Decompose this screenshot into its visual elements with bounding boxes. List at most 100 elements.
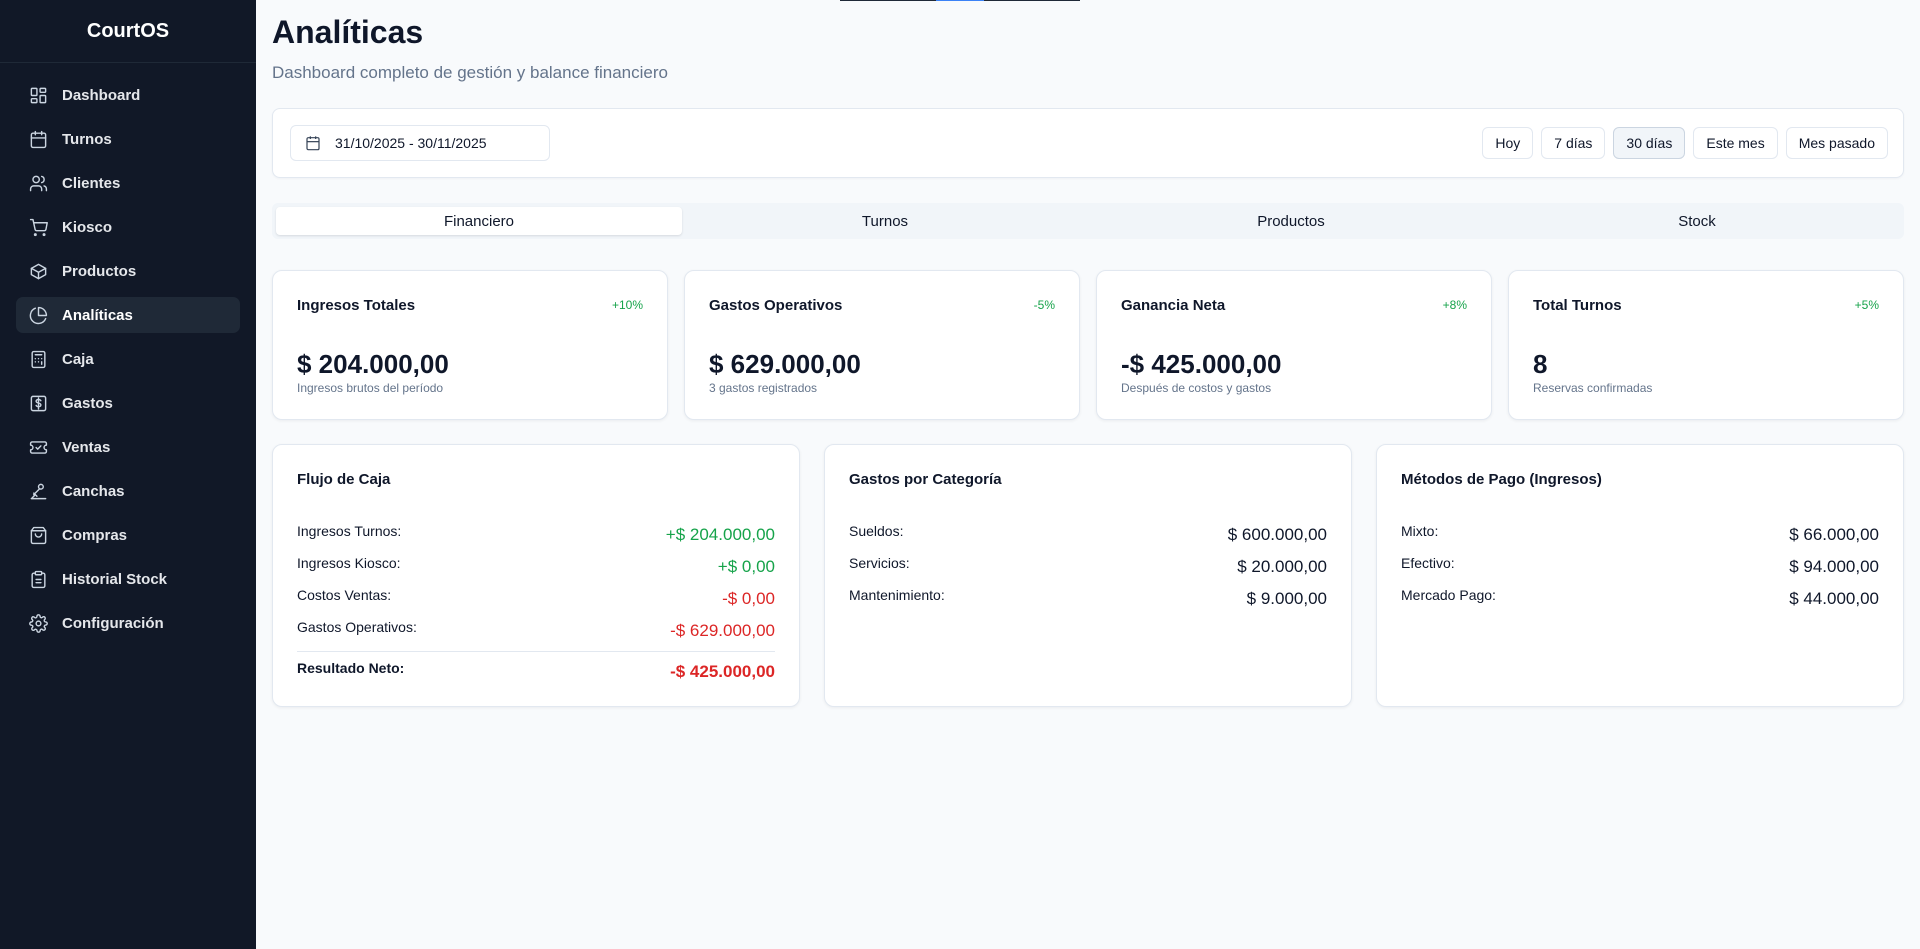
row-label: Costos Ventas: [297,587,392,603]
row-value: +$ 204.000,00 [665,525,775,544]
sidebar-item-label: Historial Stock [62,570,168,588]
sidebar-item-configuracion[interactable]: Configuración [16,605,240,641]
dashboard-icon [28,85,48,105]
calendar-icon [306,136,320,151]
kpi-description: Después de costos y gastos [1121,381,1272,395]
row-value: -$ 629.000,00 [670,621,775,640]
list-item: Mercado Pago: $ 44.000,00 [1401,587,1879,619]
row-label: Sueldos: [849,523,904,539]
ticket-icon [28,437,48,457]
kpi-title: Total Turnos [1533,297,1622,314]
page-title: Analíticas [272,14,424,50]
sidebar-item-dashboard[interactable]: Dashboard [16,77,240,113]
sidebar-nav: Dashboard Turnos Clientes Kiosco Product… [0,63,256,641]
court-icon [28,481,48,501]
tab-financiero[interactable]: Financiero [276,207,682,235]
preset-today-button[interactable]: Hoy [1482,127,1534,159]
divider [297,651,775,652]
sidebar-item-label: Compras [62,526,128,544]
kpi-title: Ingresos Totales [297,297,416,314]
expenses-by-category-card: Gastos por Categoría Sueldos: $ 600.000,… [824,444,1352,707]
sidebar-item-turnos[interactable]: Turnos [16,121,240,157]
row-label: Mantenimiento: [849,587,945,603]
card-title: Métodos de Pago (Ingresos) [1401,471,1602,488]
row-label: Efectivo: [1401,555,1455,571]
sidebar-item-clientes[interactable]: Clientes [16,165,240,201]
sidebar-item-analiticas[interactable]: Analíticas [16,297,240,333]
row-value: $ 66.000,00 [1789,525,1879,544]
kpi-title: Gastos Operativos [709,297,843,314]
list-item: Ingresos Kiosco: +$ 0,00 [297,555,775,587]
kpi-card-gastos-operativos: Gastos Operativos -5% $ 629.000,00 3 gas… [684,270,1080,420]
expenses-rows: Sueldos: $ 600.000,00 Servicios: $ 20.00… [849,523,1327,619]
kpi-change: +5% [1854,298,1879,312]
tab-stock[interactable]: Stock [1678,212,1716,230]
list-item: Servicios: $ 20.000,00 [849,555,1327,587]
kpi-card-ingresos-totales: Ingresos Totales +10% $ 204.000,00 Ingre… [272,270,668,420]
kpi-value: $ 629.000,00 [709,349,861,379]
kpi-card-ganancia-neta: Ganancia Neta +8% -$ 425.000,00 Después … [1096,270,1492,420]
pie-chart-icon [28,305,48,325]
sidebar-item-gastos[interactable]: Gastos [16,385,240,421]
row-value: +$ 0,00 [717,557,775,576]
sidebar-item-kiosco[interactable]: Kiosco [16,209,240,245]
dollar-icon [28,393,48,413]
card-title: Gastos por Categoría [849,471,1002,488]
date-filter-card: 31/10/2025 - 30/11/2025 Hoy 7 días 30 dí… [272,108,1904,178]
list-item: Ingresos Turnos: +$ 204.000,00 [297,523,775,555]
sidebar: CourtOS Dashboard Turnos Clientes Kiosco… [0,0,256,949]
preset-this-month-button[interactable]: Este mes [1693,127,1778,159]
kpi-value: -$ 425.000,00 [1121,349,1282,379]
kpi-value: $ 204.000,00 [297,349,449,379]
sidebar-item-label: Canchas [62,482,125,500]
app-logo[interactable]: CourtOS [0,0,256,63]
kpi-change: +8% [1442,298,1467,312]
sidebar-item-canchas[interactable]: Canchas [16,473,240,509]
sidebar-item-historial-stock[interactable]: Historial Stock [16,561,240,597]
cart-icon [28,217,48,237]
row-label: Ingresos Kiosco: [297,555,401,571]
list-item: Costos Ventas: -$ 0,00 [297,587,775,619]
calculator-icon [28,349,48,369]
kpi-card-total-turnos: Total Turnos +5% 8 Reservas confirmadas [1508,270,1904,420]
sidebar-item-ventas[interactable]: Ventas [16,429,240,465]
cash-flow-rows: Ingresos Turnos: +$ 204.000,00 Ingresos … [297,523,775,692]
preset-30-days-button[interactable]: 30 días [1613,127,1686,159]
kpi-change: -5% [1033,298,1055,312]
sidebar-item-productos[interactable]: Productos [16,253,240,289]
sidebar-item-label: Dashboard [62,86,141,104]
preset-7-days-button[interactable]: 7 días [1541,127,1606,159]
row-value: $ 9.000,00 [1246,589,1327,608]
kpi-change: +10% [611,298,643,312]
clipboard-icon [28,569,48,589]
sidebar-item-label: Productos [62,262,137,280]
sidebar-item-compras[interactable]: Compras [16,517,240,553]
list-item: Efectivo: $ 94.000,00 [1401,555,1879,587]
row-value: $ 44.000,00 [1789,589,1879,608]
payment-methods-card: Métodos de Pago (Ingresos) Mixto: $ 66.0… [1376,444,1904,707]
tab-turnos[interactable]: Turnos [861,212,909,230]
row-label: Ingresos Turnos: [297,523,402,539]
analytics-tabs: Financiero Turnos Productos Stock [272,203,1904,239]
loading-bar-segment [936,0,984,1]
page-subtitle: Dashboard completo de gestión y balance … [272,63,668,82]
sidebar-item-caja[interactable]: Caja [16,341,240,377]
date-range-picker[interactable]: 31/10/2025 - 30/11/2025 [290,125,550,161]
preset-last-month-button[interactable]: Mes pasado [1785,127,1888,159]
sidebar-item-label: Caja [62,350,94,368]
sidebar-item-label: Configuración [62,614,164,632]
list-item: Mixto: $ 66.000,00 [1401,523,1879,555]
sidebar-item-label: Gastos [62,394,113,412]
sidebar-item-label: Analíticas [62,306,133,324]
card-title: Flujo de Caja [297,471,391,488]
sidebar-item-label: Turnos [62,130,112,148]
calendar-icon [28,129,48,149]
date-range-label: 31/10/2025 - 30/11/2025 [335,135,487,151]
tab-productos[interactable]: Productos [1257,212,1325,230]
row-label: Servicios: [849,555,910,571]
list-item: Sueldos: $ 600.000,00 [849,523,1327,555]
net-result-row: Resultado Neto: -$ 425.000,00 [297,660,775,692]
kpi-title: Ganancia Neta [1121,297,1226,314]
payment-methods-rows: Mixto: $ 66.000,00 Efectivo: $ 94.000,00… [1401,523,1879,619]
users-icon [28,173,48,193]
